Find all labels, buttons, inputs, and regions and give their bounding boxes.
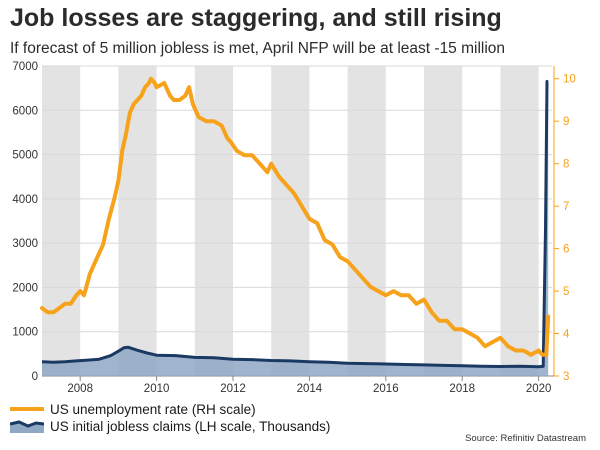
x-axis-tick-label-5: 2018: [449, 383, 475, 395]
left-axis-tick-label-3: 3000: [12, 238, 38, 250]
right-axis-tick-label-1: 4: [563, 329, 570, 341]
left-axis-tick-label-0: 0: [32, 371, 38, 383]
legend-item-unemployment-rate: US unemployment rate (RH scale): [10, 400, 256, 418]
left-axis-tick-label-5: 5000: [12, 150, 38, 162]
shaded-band-5: [424, 66, 463, 376]
right-axis-tick-label-2: 5: [563, 286, 569, 298]
legend-swatch-jobless-claims: [10, 419, 44, 433]
series-unemployment-rate-line: [40, 76, 551, 357]
chart-subtitle: If forecast of 5 million jobless is met,…: [10, 40, 506, 57]
shaded-band-3: [271, 66, 310, 376]
x-axis-tick-label-1: 2010: [144, 383, 170, 395]
shaded-band-0: [42, 66, 81, 376]
right-axis-tick-label-7: 10: [563, 74, 576, 86]
left-axis-tick-label-7: 7000: [12, 61, 38, 73]
left-axis-tick-label-6: 6000: [12, 105, 38, 117]
series-jobless-claims-line: [41, 80, 549, 369]
chart-title: Job losses are staggering, and still ris…: [10, 4, 502, 32]
x-axis-tick-label-3: 2014: [297, 383, 323, 395]
right-axis-tick-label-3: 6: [563, 244, 569, 256]
x-axis-tick-label-0: 2008: [67, 383, 93, 395]
left-axis-tick-label-2: 2000: [12, 282, 38, 294]
legend-label-unemployment-rate: US unemployment rate (RH scale): [50, 401, 256, 417]
shaded-band-1: [118, 66, 157, 376]
right-axis-tick-label-0: 3: [563, 371, 569, 383]
x-axis-tick-label-2: 2012: [220, 383, 246, 395]
left-axis-tick-label-1: 1000: [12, 327, 38, 339]
shaded-band-2: [194, 66, 234, 376]
x-axis-tick-label-6: 2020: [526, 383, 552, 395]
x-axis-tick-label-4: 2016: [373, 383, 399, 395]
right-axis-tick-label-4: 7: [563, 201, 569, 213]
legend-label-jobless-claims: US initial jobless claims (LH scale, Tho…: [50, 418, 331, 434]
right-axis-tick-label-5: 8: [563, 159, 569, 171]
legend-swatch-unemployment-rate: [10, 402, 44, 416]
shaded-band-6: [500, 66, 539, 376]
legend-item-jobless-claims: US initial jobless claims (LH scale, Tho…: [10, 417, 330, 435]
shaded-band-4: [347, 66, 386, 376]
left-axis-tick-label-4: 4000: [12, 194, 38, 206]
right-axis-tick-label-6: 9: [563, 116, 569, 128]
chart-source: Source: Refinitiv Datastream: [465, 433, 586, 444]
